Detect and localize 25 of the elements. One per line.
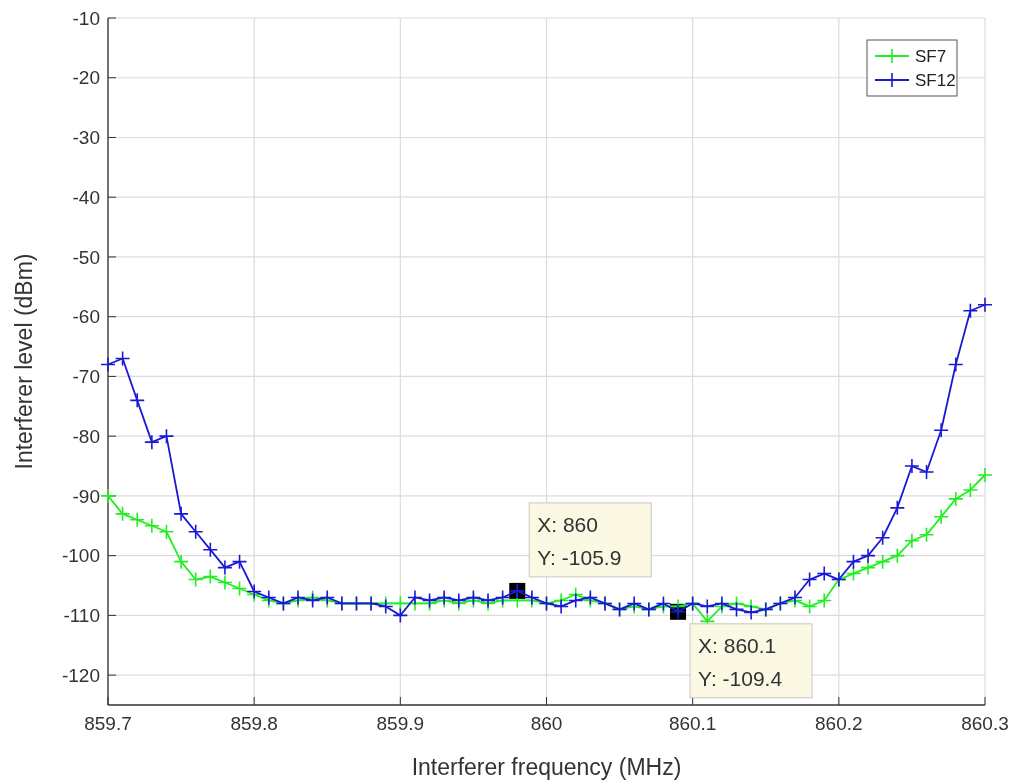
legend-label: SF7 [915, 46, 947, 66]
legend-label: SF12 [915, 70, 956, 90]
y-tick-label: -120 [61, 664, 100, 686]
x-tick-label: 860 [530, 713, 563, 734]
x-tick-label: 859.7 [84, 713, 132, 734]
y-tick-label: -50 [72, 246, 100, 268]
y-tick-label: -70 [72, 366, 100, 388]
y-axis-title: Interferer level (dBm) [11, 253, 37, 470]
y-tick-label: -10 [72, 7, 100, 29]
x-tick-label: 860.2 [815, 713, 863, 734]
x-tick-label: 860.1 [668, 713, 717, 734]
y-tick-label: -30 [72, 127, 100, 149]
annotation: X: 860.1 Y: -109.4 [698, 633, 783, 690]
y-tick-label: -40 [72, 186, 100, 208]
y-tick-label: -90 [72, 485, 100, 507]
annotation: X: 860 Y: -105.9 [537, 512, 622, 569]
y-tick-label: -60 [72, 306, 100, 328]
x-tick-label: 860.3 [961, 713, 1009, 734]
x-tick-label: 859.9 [376, 713, 425, 734]
y-tick-label: -110 [63, 605, 100, 627]
x-axis-title: Interferer frequency (MHz) [411, 754, 682, 780]
y-tick-label: -80 [72, 425, 100, 447]
y-tick-label: -100 [61, 545, 100, 567]
x-tick-label: 859.8 [230, 713, 278, 734]
y-tick-label: -20 [72, 67, 100, 89]
